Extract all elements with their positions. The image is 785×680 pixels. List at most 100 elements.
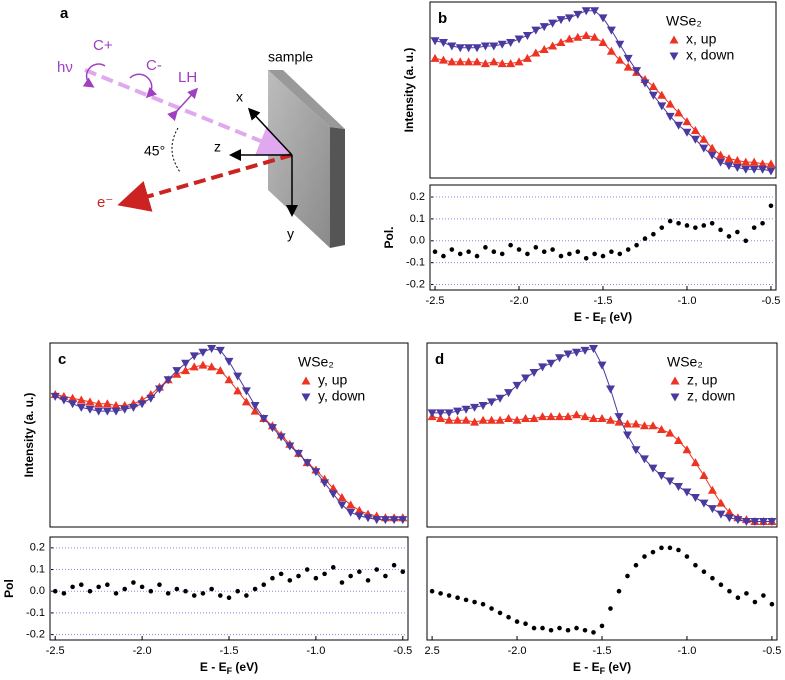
data-point [252, 586, 258, 592]
data-marker [506, 38, 516, 47]
data-point [322, 571, 327, 577]
y-tick-label: 0.2 [30, 542, 45, 554]
data-marker [572, 410, 582, 419]
data-marker [215, 346, 225, 355]
data-marker [589, 413, 599, 422]
data-marker [514, 35, 524, 44]
data-marker [682, 488, 692, 497]
data-point [760, 220, 765, 226]
data-marker [320, 479, 330, 488]
data-point [113, 591, 119, 596]
x-tick-label: -0.5 [762, 645, 781, 657]
data-marker [716, 150, 726, 159]
data-marker [606, 26, 616, 35]
data-marker [464, 57, 474, 66]
data-marker [354, 505, 364, 514]
data-marker [455, 44, 465, 53]
data-point [339, 580, 345, 585]
data-marker [447, 57, 457, 66]
data-point [525, 251, 530, 257]
data-point [625, 247, 631, 252]
data-marker [504, 389, 514, 398]
data-point [676, 220, 681, 226]
data-marker [750, 517, 760, 526]
x-axis-label-part: (eV) [606, 310, 632, 324]
data-point [278, 571, 284, 577]
data-point [506, 614, 511, 620]
data-point [751, 225, 757, 230]
cplus-arrow [82, 63, 106, 88]
cplus-label: C+ [93, 37, 113, 54]
data-marker [250, 402, 260, 411]
data-point [96, 584, 101, 590]
data-marker [573, 32, 583, 41]
data-marker [590, 32, 600, 41]
data-marker [363, 514, 373, 523]
legend-marker [669, 52, 679, 61]
data-marker [724, 514, 734, 523]
data-marker [328, 483, 338, 492]
data-marker [631, 446, 641, 455]
data-point [574, 625, 579, 631]
data-marker [716, 510, 726, 519]
data-point [78, 582, 84, 588]
legend-label: z, up [687, 372, 718, 388]
data-marker [85, 405, 95, 414]
data-marker [724, 162, 734, 171]
data-marker [285, 442, 295, 451]
sample-side [330, 127, 345, 248]
data-point [491, 249, 497, 255]
data-point [438, 591, 443, 596]
x-axis-label-part: (eV) [605, 660, 631, 674]
data-marker [478, 415, 488, 424]
data-marker [605, 385, 615, 394]
y-tick-label: 0.1 [410, 213, 425, 225]
data-marker [766, 167, 776, 176]
data-marker [563, 350, 573, 359]
data-marker [572, 348, 582, 357]
data-marker [741, 517, 751, 526]
data-marker [470, 403, 480, 412]
data-point [446, 593, 452, 598]
data-marker [581, 30, 591, 39]
data-point [441, 253, 446, 259]
data-point [600, 253, 606, 259]
data-marker [76, 403, 86, 412]
legend-marker [301, 393, 311, 402]
data-point [235, 588, 240, 594]
data-point [365, 578, 371, 583]
data-marker [749, 157, 759, 166]
series-line [432, 347, 772, 522]
data-marker [564, 34, 574, 43]
data-marker [436, 413, 446, 422]
x-tick-label: -1.5 [594, 295, 613, 307]
data-marker [120, 405, 130, 414]
y-tick-label: 0.0 [30, 585, 45, 597]
x-axis-label-part: F [601, 316, 607, 326]
data-point [540, 625, 545, 631]
data-marker [690, 125, 700, 134]
data-point [693, 225, 698, 230]
data-marker [699, 470, 709, 479]
data-marker [529, 413, 539, 422]
x-axis-label-part: E - E [574, 310, 601, 324]
data-marker [758, 165, 768, 174]
data-marker [76, 395, 86, 404]
data-marker [267, 424, 277, 433]
data-marker [522, 31, 532, 40]
data-marker [447, 42, 457, 51]
data-point [287, 578, 293, 583]
data-marker [495, 415, 505, 424]
panel-label: d [435, 351, 444, 368]
data-marker [648, 81, 658, 90]
data-point [139, 584, 145, 590]
data-marker [546, 359, 556, 368]
data-marker [732, 155, 742, 164]
angle-arc [171, 127, 181, 173]
data-marker [690, 135, 700, 144]
data-point [616, 588, 622, 594]
data-marker [512, 415, 522, 424]
y-tick-label: -0.1 [406, 257, 425, 269]
data-marker [555, 354, 565, 363]
